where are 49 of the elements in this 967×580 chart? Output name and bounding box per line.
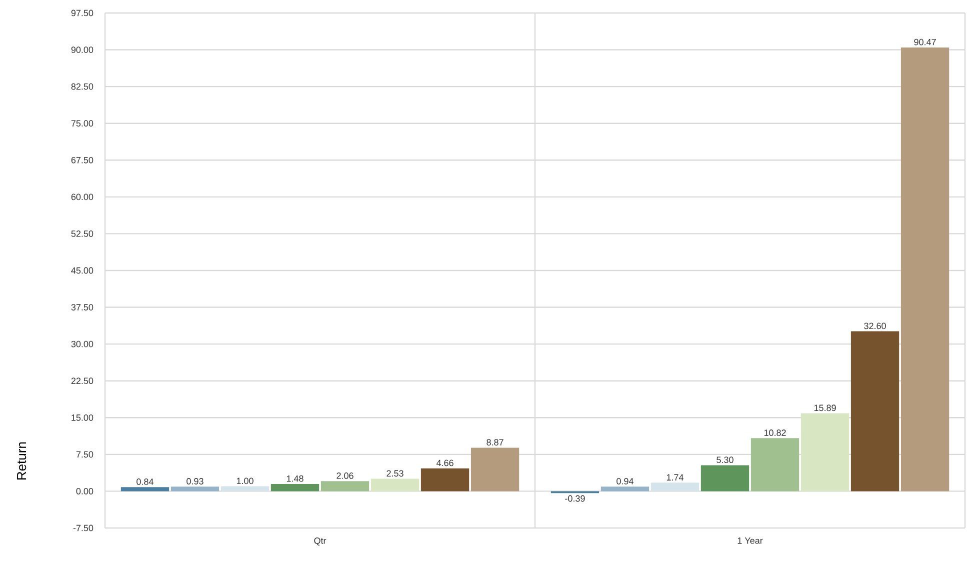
bar: [800, 413, 850, 492]
y-tick-label: 0.00: [76, 488, 94, 494]
data-label: 0.84: [136, 478, 154, 485]
y-tick-label: 75.00: [71, 120, 94, 127]
y-tick-label: 60.00: [71, 194, 94, 200]
bar: [750, 438, 800, 492]
data-label: 10.82: [764, 430, 786, 436]
x-tick-label: Qtr: [314, 538, 326, 546]
y-tick-label: 45.00: [71, 267, 94, 274]
y-tick-label: 82.50: [71, 83, 94, 90]
y-tick-label: 7.50: [76, 451, 94, 458]
y-tick-label: -7.50: [73, 524, 94, 532]
bar: [600, 486, 650, 492]
bar: [470, 448, 520, 492]
bar: [420, 468, 470, 492]
bar: [700, 465, 750, 492]
bar: [170, 486, 220, 492]
y-tick-label: 90.00: [71, 46, 94, 53]
y-axis-title: Return: [17, 442, 26, 480]
data-label: 1.48: [286, 475, 304, 482]
data-label: 5.30: [716, 456, 734, 464]
bar: [900, 47, 950, 492]
data-label: 90.47: [914, 38, 936, 46]
y-tick-label: 97.50: [71, 10, 94, 16]
data-label: -0.39: [565, 495, 585, 502]
bar: [370, 478, 420, 492]
data-label: 32.60: [864, 322, 886, 330]
data-label: 1.00: [236, 478, 254, 484]
bar: [650, 482, 700, 492]
y-tick-label: 15.00: [72, 414, 94, 421]
data-label: 15.89: [814, 404, 836, 412]
y-tick-label: 37.50: [71, 304, 94, 310]
x-tick-label: 1 Year: [738, 538, 763, 544]
data-label: 1.74: [666, 474, 684, 480]
bar: [120, 487, 170, 492]
bar: [270, 484, 320, 492]
data-label: 4.66: [436, 460, 454, 466]
bar: [220, 486, 270, 492]
y-tick-label: 30.00: [71, 340, 94, 348]
data-label: 8.87: [486, 439, 504, 446]
y-tick-label: 22.50: [71, 378, 94, 384]
bar: [850, 331, 900, 492]
y-tick-label: 52.50: [71, 230, 94, 237]
data-label: 0.94: [616, 478, 634, 484]
data-label: 0.93: [186, 478, 204, 484]
data-label: 2.06: [336, 472, 354, 479]
data-label: 2.53: [386, 470, 404, 477]
bar: [320, 481, 370, 492]
y-tick-label: 67.50: [71, 156, 94, 164]
